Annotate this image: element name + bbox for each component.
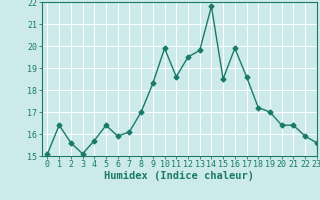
X-axis label: Humidex (Indice chaleur): Humidex (Indice chaleur): [104, 171, 254, 181]
